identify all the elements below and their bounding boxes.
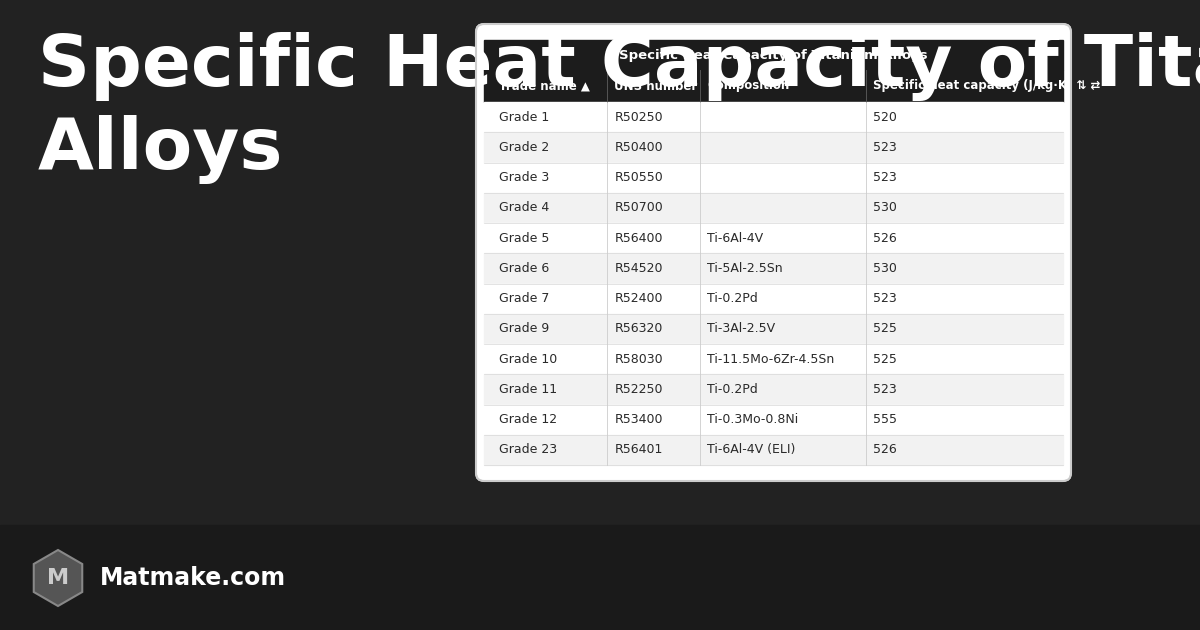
Text: 530: 530: [874, 202, 898, 214]
Text: Grade 23: Grade 23: [499, 444, 557, 456]
Bar: [484, 70, 1063, 102]
Text: Grade 12: Grade 12: [499, 413, 557, 426]
Text: R56401: R56401: [614, 444, 662, 456]
Text: Grade 3: Grade 3: [499, 171, 550, 184]
Text: UNS number: UNS number: [614, 79, 697, 93]
Text: Ti-11.5Mo-6Zr-4.5Sn: Ti-11.5Mo-6Zr-4.5Sn: [707, 353, 834, 365]
Bar: [484, 102, 1063, 132]
Text: Grade 11: Grade 11: [499, 383, 557, 396]
Text: Specific heat capacity (J/kg·K) ⇅ ⇄: Specific heat capacity (J/kg·K) ⇅ ⇄: [874, 79, 1100, 93]
Text: Ti-6Al-4V (ELI): Ti-6Al-4V (ELI): [707, 444, 796, 456]
Text: 526: 526: [874, 444, 898, 456]
Text: Grade 1: Grade 1: [499, 111, 550, 123]
Text: R52400: R52400: [614, 292, 662, 305]
Text: Specific Heat Capacity of Titanium Alloys: Specific Heat Capacity of Titanium Alloy…: [619, 49, 928, 62]
Text: Alloys: Alloys: [38, 115, 283, 184]
Text: Matmake.com: Matmake.com: [100, 566, 286, 590]
Bar: [0, 525, 1200, 630]
Text: Ti-0.2Pd: Ti-0.2Pd: [707, 292, 758, 305]
Bar: [484, 163, 1063, 193]
Text: 525: 525: [874, 353, 898, 365]
Text: Grade 10: Grade 10: [499, 353, 557, 365]
Text: Grade 5: Grade 5: [499, 232, 550, 244]
Text: Ti-3Al-2.5V: Ti-3Al-2.5V: [707, 323, 775, 335]
Text: Specific Heat Capacity of Titanium: Specific Heat Capacity of Titanium: [38, 32, 1200, 101]
Text: 520: 520: [874, 111, 898, 123]
Text: R56320: R56320: [614, 323, 662, 335]
Text: Ti-5Al-2.5Sn: Ti-5Al-2.5Sn: [707, 262, 782, 275]
Text: Trade name ▲: Trade name ▲: [499, 79, 590, 93]
Text: 555: 555: [874, 413, 898, 426]
Bar: [484, 132, 1063, 163]
Text: Grade 6: Grade 6: [499, 262, 550, 275]
Text: 526: 526: [874, 232, 898, 244]
Text: Grade 7: Grade 7: [499, 292, 550, 305]
Text: Ti-0.3Mo-0.8Ni: Ti-0.3Mo-0.8Ni: [707, 413, 798, 426]
Text: R58030: R58030: [614, 353, 664, 365]
Text: R56400: R56400: [614, 232, 662, 244]
Text: Ti-6Al-4V: Ti-6Al-4V: [707, 232, 763, 244]
FancyBboxPatch shape: [476, 24, 1072, 481]
Text: R50700: R50700: [614, 202, 664, 214]
Text: Grade 9: Grade 9: [499, 323, 550, 335]
Text: M: M: [47, 568, 70, 588]
Text: R54520: R54520: [614, 262, 662, 275]
Polygon shape: [34, 550, 83, 606]
Text: Grade 4: Grade 4: [499, 202, 550, 214]
Text: R50400: R50400: [614, 141, 664, 154]
Bar: [484, 314, 1063, 344]
Bar: [484, 435, 1063, 465]
Bar: [484, 284, 1063, 314]
Text: Ti-0.2Pd: Ti-0.2Pd: [707, 383, 758, 396]
Text: R53400: R53400: [614, 413, 662, 426]
Text: R50250: R50250: [614, 111, 664, 123]
Text: 523: 523: [874, 383, 898, 396]
Text: 530: 530: [874, 262, 898, 275]
Bar: [484, 344, 1063, 374]
Text: 523: 523: [874, 292, 898, 305]
Bar: [484, 193, 1063, 223]
Bar: [484, 40, 1063, 70]
Text: 523: 523: [874, 171, 898, 184]
Bar: [484, 374, 1063, 404]
Text: 525: 525: [874, 323, 898, 335]
Text: Composition: Composition: [707, 79, 790, 93]
Text: R50550: R50550: [614, 171, 664, 184]
Bar: [484, 404, 1063, 435]
Text: Grade 2: Grade 2: [499, 141, 550, 154]
Text: R52250: R52250: [614, 383, 662, 396]
Text: 523: 523: [874, 141, 898, 154]
Bar: [484, 223, 1063, 253]
Bar: [484, 253, 1063, 284]
